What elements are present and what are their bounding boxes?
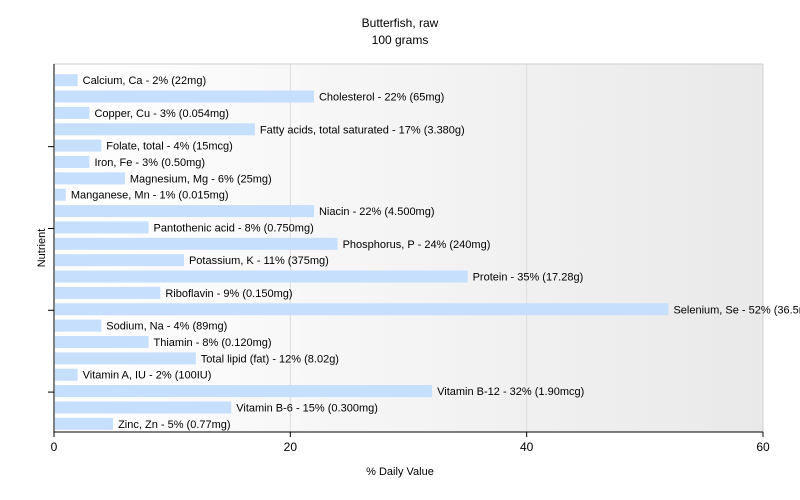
bar xyxy=(55,139,102,152)
bar xyxy=(55,123,255,136)
bar-label: Magnesium, Mg - 6% (25mg) xyxy=(130,173,272,185)
bar xyxy=(55,270,468,283)
bar-label: Thiamin - 8% (0.120mg) xyxy=(154,337,272,349)
x-tick-label: 60 xyxy=(756,440,770,454)
bar-label: Total lipid (fat) - 12% (8.02g) xyxy=(201,353,339,365)
x-tick-label: 40 xyxy=(520,440,534,454)
bar xyxy=(55,74,78,87)
bar-label: Calcium, Ca - 2% (22mg) xyxy=(83,75,206,87)
bar-label: Vitamin A, IU - 2% (100IU) xyxy=(83,370,212,382)
bar xyxy=(55,385,433,398)
bar xyxy=(55,156,90,168)
bar xyxy=(55,303,669,316)
bar xyxy=(55,417,114,430)
x-axis-label: % Daily Value xyxy=(366,466,434,478)
bar xyxy=(55,336,149,348)
bar xyxy=(55,90,314,103)
bar xyxy=(55,172,125,185)
bar-label: Pantothenic acid - 8% (0.750mg) xyxy=(154,222,314,234)
bar xyxy=(55,106,90,119)
bar-label: Zinc, Zn - 5% (0.77mg) xyxy=(118,419,230,431)
bar xyxy=(55,319,102,332)
bar-label: Manganese, Mn - 1% (0.015mg) xyxy=(71,190,229,202)
bar xyxy=(55,221,149,234)
bar xyxy=(55,254,184,267)
y-axis-label: Nutrient xyxy=(36,228,48,268)
bar-label: Riboflavin - 9% (0.150mg) xyxy=(165,288,292,300)
bar-label: Fatty acids, total saturated - 17% (3.38… xyxy=(260,124,465,136)
bar-label: Phosphorus, P - 24% (240mg) xyxy=(343,239,491,251)
bar-label: Vitamin B-12 - 32% (1.90mcg) xyxy=(437,386,584,398)
bar-label: Potassium, K - 11% (375mg) xyxy=(189,255,329,267)
bar-label: Iron, Fe - 3% (0.50mg) xyxy=(94,157,205,169)
bar-label: Cholesterol - 22% (65mg) xyxy=(319,92,444,104)
chart-subtitle: 100 grams xyxy=(371,33,429,47)
bar xyxy=(55,237,338,250)
bar xyxy=(55,352,196,365)
bar-label: Folate, total - 4% (15mcg) xyxy=(106,141,233,153)
bar xyxy=(55,188,66,201)
bar xyxy=(55,286,161,299)
bar-label: Selenium, Se - 52% (36.5mcg) xyxy=(673,304,800,316)
x-tick-label: 20 xyxy=(284,440,298,454)
bar xyxy=(55,401,232,414)
bar-label: Niacin - 22% (4.500mg) xyxy=(319,206,435,218)
bar xyxy=(55,205,314,218)
chart-title: Butterfish, raw xyxy=(361,16,439,30)
x-tick-label: 0 xyxy=(51,440,58,454)
bar-label: Vitamin B-6 - 15% (0.300mg) xyxy=(236,402,378,414)
bar-label: Copper, Cu - 3% (0.054mg) xyxy=(94,108,229,120)
bar-label: Protein - 35% (17.28g) xyxy=(473,272,584,284)
bar-label: Sodium, Na - 4% (89mg) xyxy=(106,321,227,333)
bar xyxy=(55,368,78,381)
